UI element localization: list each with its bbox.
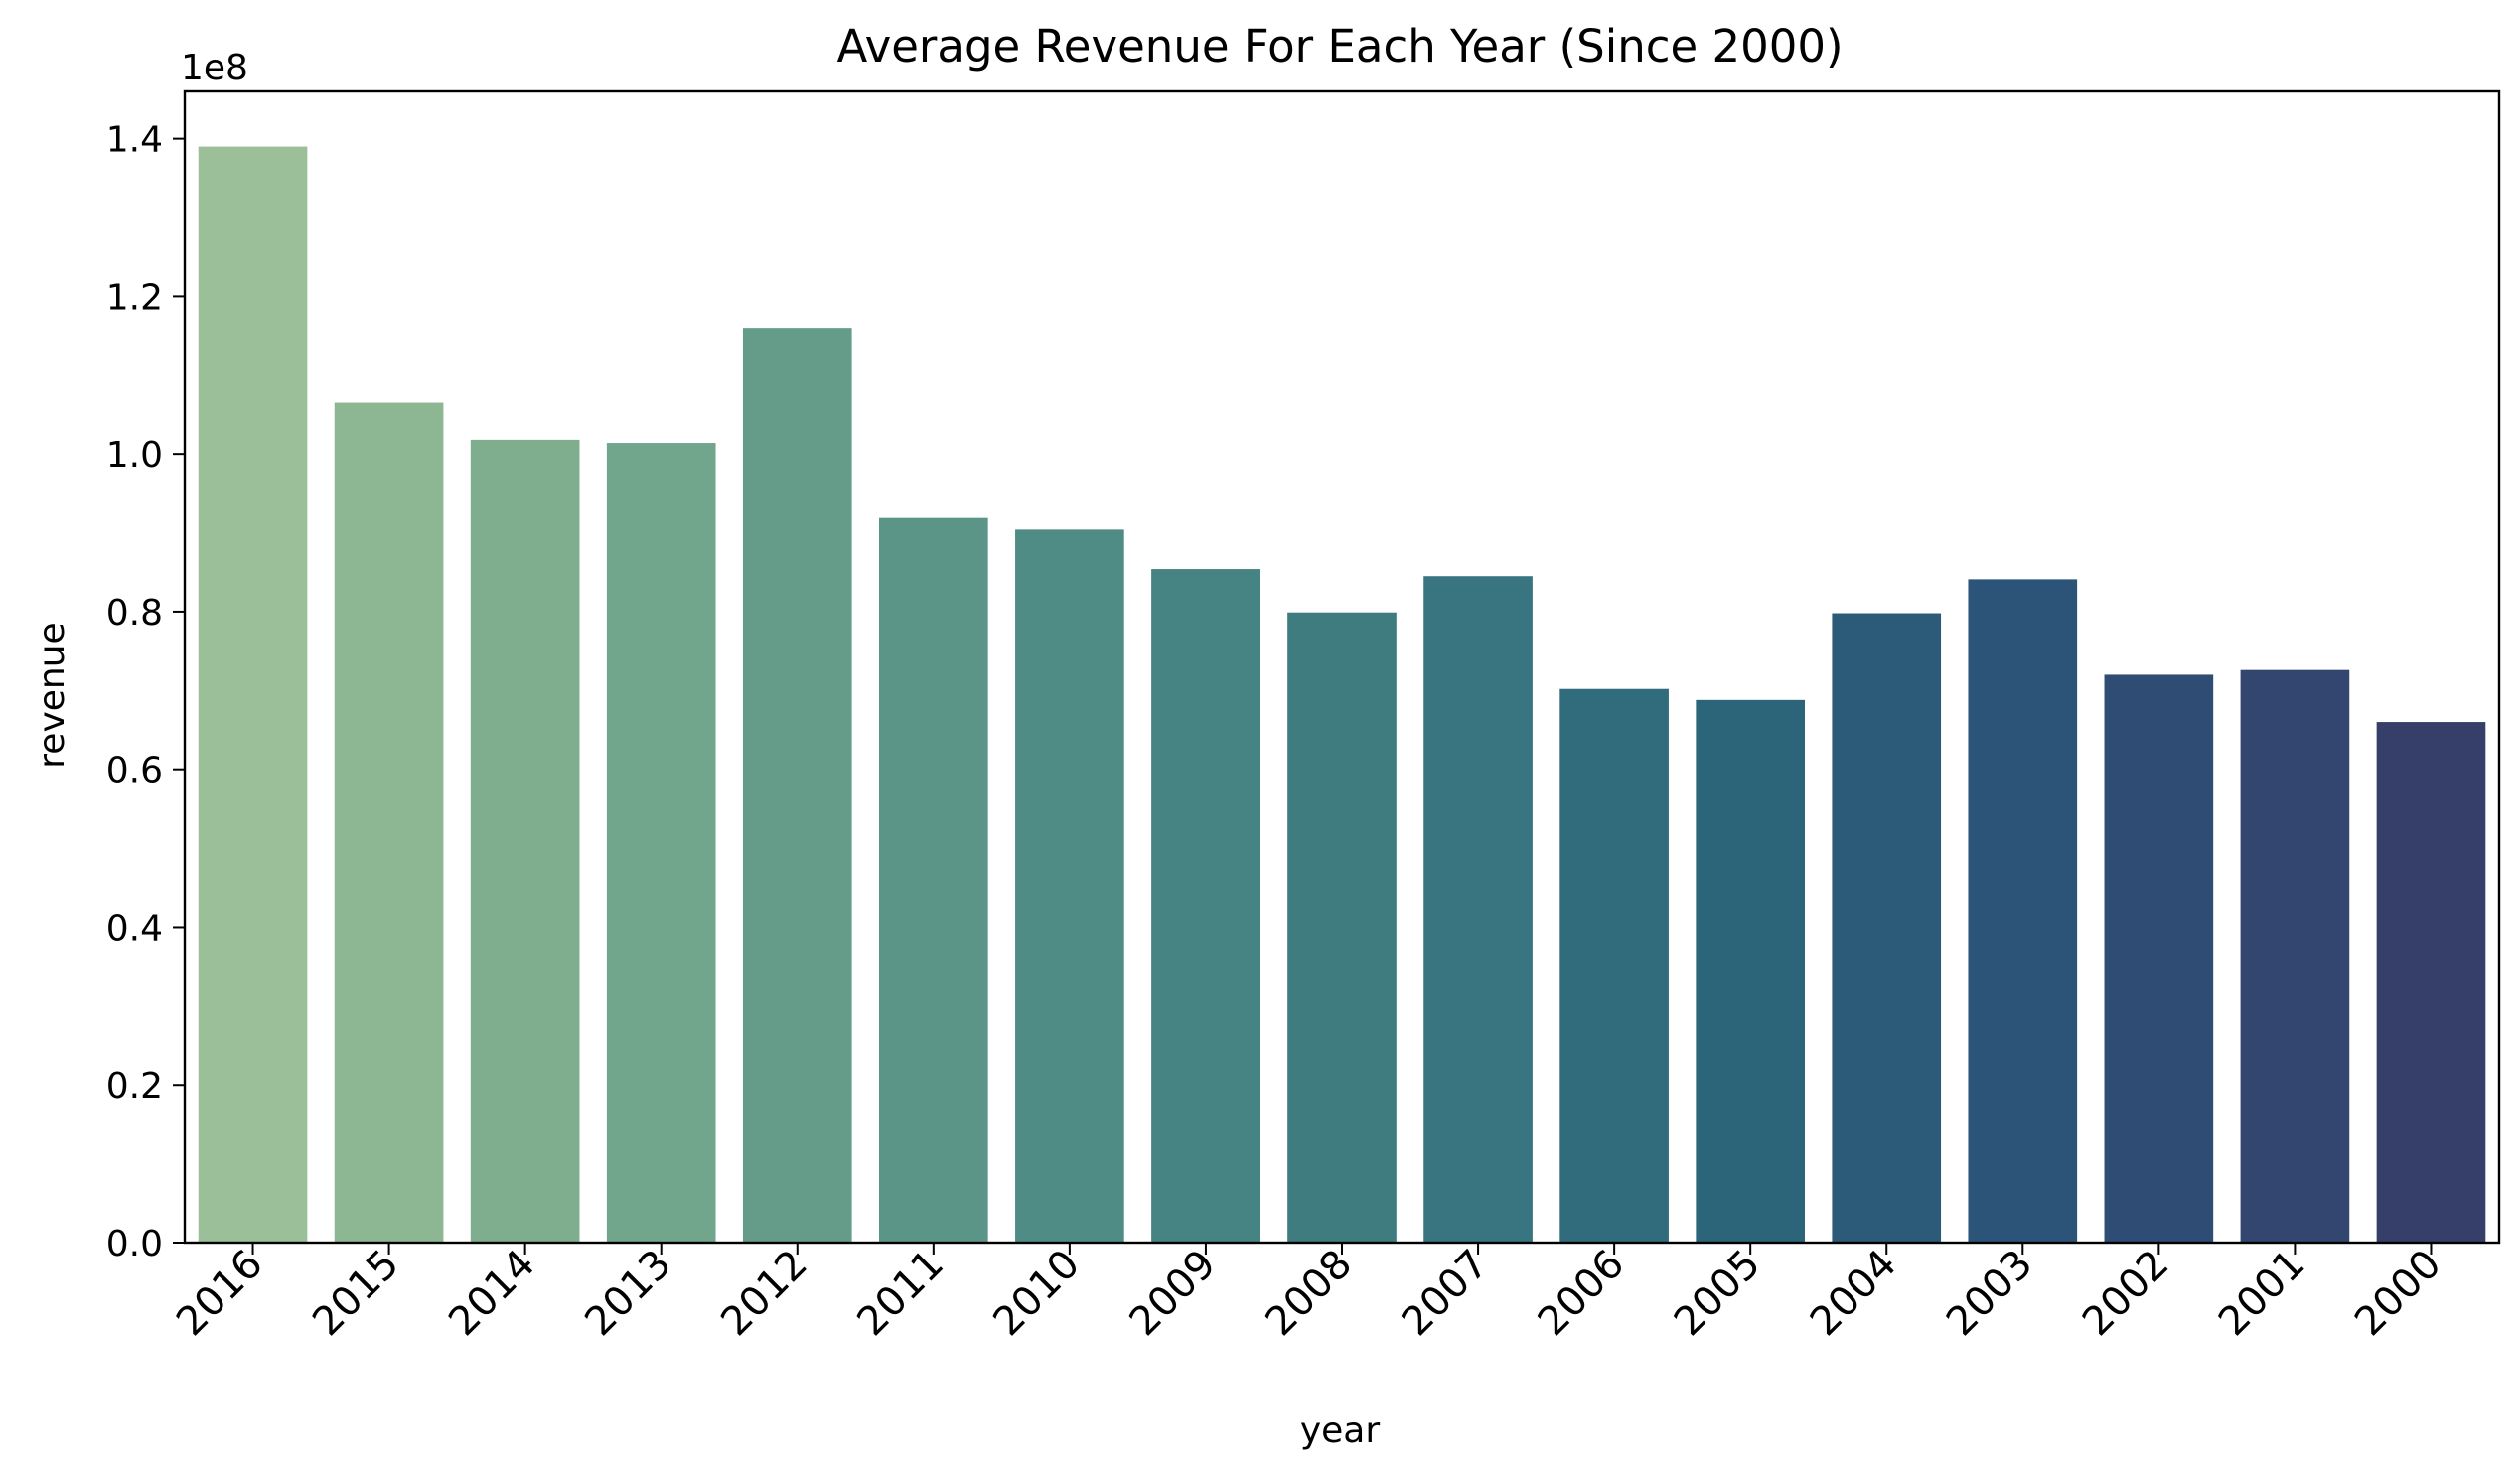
bar-2000 bbox=[2376, 722, 2486, 1243]
y-tick-label: 0.0 bbox=[106, 1224, 163, 1264]
bar-2008 bbox=[1287, 612, 1397, 1243]
x-tick-label: 2015 bbox=[304, 1242, 408, 1346]
y-tick-label: 1.2 bbox=[106, 277, 163, 318]
x-tick-label: 2002 bbox=[2074, 1242, 2178, 1346]
y-tick-label: 0.4 bbox=[106, 908, 163, 949]
bar-2014 bbox=[470, 439, 580, 1243]
y-axis-label: revenue bbox=[32, 622, 73, 768]
x-tick-label: 2014 bbox=[440, 1242, 544, 1346]
bar-2006 bbox=[1559, 688, 1669, 1243]
bar-2012 bbox=[742, 328, 852, 1243]
bar-2016 bbox=[198, 146, 308, 1244]
bar-2015 bbox=[334, 402, 444, 1243]
bar-2004 bbox=[1832, 613, 1942, 1243]
bar-2009 bbox=[1151, 569, 1260, 1243]
x-tick-label: 2016 bbox=[168, 1242, 272, 1346]
x-tick-label: 2008 bbox=[1258, 1242, 1362, 1346]
x-tick-label: 2007 bbox=[1394, 1242, 1498, 1346]
x-tick-label: 2001 bbox=[2210, 1242, 2314, 1346]
bar-2013 bbox=[606, 443, 716, 1244]
x-tick-label: 2013 bbox=[576, 1242, 680, 1346]
bar-2002 bbox=[2104, 674, 2214, 1243]
axes-frame bbox=[183, 89, 2501, 1245]
x-tick-label: 2012 bbox=[712, 1242, 816, 1346]
bar-2007 bbox=[1423, 576, 1533, 1243]
y-tick-label: 0.8 bbox=[106, 593, 163, 634]
chart-title: Average Revenue For Each Year (Since 200… bbox=[836, 20, 1843, 73]
y-axis-offset-label: 1e8 bbox=[181, 48, 248, 88]
plot-area: 0.0 0.2 0.4 0.6 0.8 1.0 1.2 1.4 2016 2015 2014 2013… bbox=[106, 89, 2501, 1346]
x-tick-label: 2003 bbox=[1938, 1242, 2042, 1346]
x-tick-label: 2009 bbox=[1121, 1242, 1226, 1346]
x-tick-label: 2006 bbox=[1530, 1242, 1634, 1346]
x-tick-label: 2011 bbox=[848, 1242, 953, 1346]
y-tick-label: 0.2 bbox=[106, 1066, 163, 1107]
y-tick-label: 1.4 bbox=[106, 120, 163, 161]
x-tick-label: 2004 bbox=[1802, 1242, 1906, 1346]
y-tick-label: 1.0 bbox=[106, 435, 163, 476]
bar-2003 bbox=[1968, 579, 2078, 1243]
x-tick-label: 2005 bbox=[1666, 1242, 1770, 1346]
x-tick-label: 2010 bbox=[984, 1242, 1089, 1346]
y-tick-label: 0.6 bbox=[106, 751, 163, 792]
x-axis-label: year bbox=[1300, 1410, 1381, 1451]
x-tick-label: 2000 bbox=[2346, 1242, 2450, 1346]
bar-2001 bbox=[2240, 669, 2350, 1243]
bar-2010 bbox=[1015, 529, 1124, 1243]
bar-2011 bbox=[879, 517, 988, 1243]
bar-2005 bbox=[1696, 699, 1805, 1243]
